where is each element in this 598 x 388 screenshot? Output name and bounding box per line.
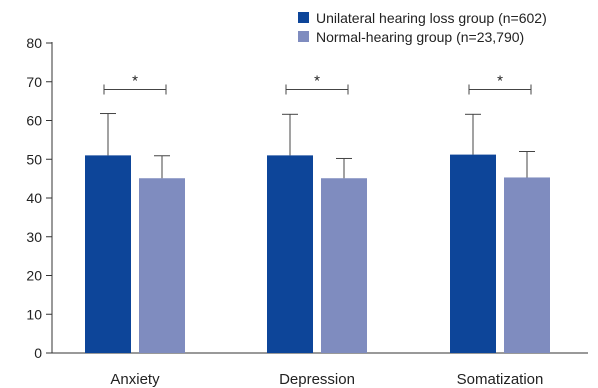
legend-label-series-1: Unilateral hearing loss group (n=602)	[316, 10, 547, 26]
bars	[85, 154, 550, 353]
significance-marker: *	[497, 73, 503, 90]
y-tick-label: 20	[26, 268, 42, 284]
y-tick-label: 0	[34, 345, 42, 361]
x-axis: Anxiety Depression Somatization	[52, 352, 588, 388]
bar-anxiety-series-1	[85, 155, 131, 353]
y-tick-label: 70	[26, 74, 42, 90]
bar-somatization-series-1	[450, 154, 496, 353]
y-tick-label: 30	[26, 229, 42, 245]
legend-swatch-series-1	[298, 12, 309, 23]
significance-marker: *	[314, 73, 320, 90]
bar-depression-series-2	[321, 178, 367, 353]
x-tick-label: Somatization	[457, 371, 544, 388]
bar-anxiety-series-2	[139, 178, 185, 353]
x-tick-label: Depression	[279, 371, 355, 388]
x-tick-label: Anxiety	[110, 371, 160, 388]
y-tick-label: 10	[26, 306, 42, 322]
legend-label-series-2: Normal-hearing group (n=23,790)	[316, 29, 524, 45]
y-tick-label: 40	[26, 190, 42, 206]
y-tick-label: 50	[26, 151, 42, 167]
y-tick-label: 60	[26, 113, 42, 129]
significance-marker: *	[132, 73, 138, 90]
significance-brackets: * * *	[103, 73, 532, 95]
bar-depression-series-1	[267, 155, 313, 353]
y-axis: 0 10 20 30 40 50 60 70 80	[26, 35, 53, 361]
y-tick-label: 80	[26, 35, 42, 51]
legend-swatch-series-2	[298, 31, 309, 42]
error-bars	[100, 113, 535, 179]
bar-somatization-series-2	[504, 177, 550, 353]
legend: Unilateral hearing loss group (n=602) Nor…	[298, 10, 547, 45]
